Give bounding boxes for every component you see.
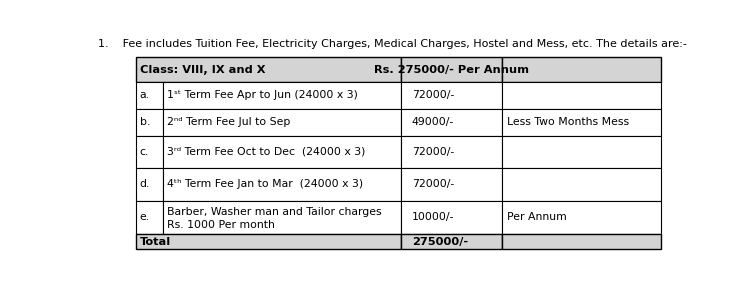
- Text: 2ⁿᵈ Term Fee Jul to Sep: 2ⁿᵈ Term Fee Jul to Sep: [167, 117, 290, 127]
- Polygon shape: [502, 201, 661, 234]
- Text: 72000/-: 72000/-: [412, 179, 454, 189]
- Polygon shape: [136, 234, 402, 249]
- Polygon shape: [164, 168, 402, 201]
- Text: 10000/-: 10000/-: [412, 212, 455, 222]
- Text: b.: b.: [140, 117, 150, 127]
- Polygon shape: [502, 168, 661, 201]
- Polygon shape: [136, 201, 164, 234]
- Polygon shape: [164, 136, 402, 168]
- Polygon shape: [502, 109, 661, 136]
- Polygon shape: [402, 201, 502, 234]
- Text: Less Two Months Mess: Less Two Months Mess: [507, 117, 629, 127]
- Polygon shape: [402, 168, 502, 201]
- Text: 72000/-: 72000/-: [412, 147, 454, 157]
- Polygon shape: [136, 82, 164, 109]
- Polygon shape: [402, 57, 502, 82]
- Polygon shape: [136, 57, 402, 82]
- Text: e.: e.: [140, 212, 150, 222]
- Polygon shape: [502, 136, 661, 168]
- Text: Rs. 1000 Per month: Rs. 1000 Per month: [167, 220, 275, 230]
- Text: Rs. 275000/- Per Annum: Rs. 275000/- Per Annum: [374, 65, 530, 75]
- Polygon shape: [502, 57, 661, 82]
- Polygon shape: [502, 82, 661, 109]
- Text: d.: d.: [140, 179, 150, 189]
- Polygon shape: [164, 82, 402, 109]
- Text: Barber, Washer man and Tailor charges: Barber, Washer man and Tailor charges: [167, 207, 382, 217]
- Text: 1ˢᵗ Term Fee Apr to Jun (24000 x 3): 1ˢᵗ Term Fee Apr to Jun (24000 x 3): [167, 90, 358, 100]
- Text: a.: a.: [140, 90, 150, 100]
- Polygon shape: [402, 109, 502, 136]
- Polygon shape: [402, 82, 502, 109]
- Text: 49000/-: 49000/-: [412, 117, 454, 127]
- Polygon shape: [402, 234, 502, 249]
- Text: 275000/-: 275000/-: [412, 237, 468, 247]
- Polygon shape: [136, 109, 164, 136]
- Polygon shape: [164, 109, 402, 136]
- Text: 3ʳᵈ Term Fee Oct to Dec  (24000 x 3): 3ʳᵈ Term Fee Oct to Dec (24000 x 3): [167, 147, 365, 157]
- Text: Per Annum: Per Annum: [507, 212, 567, 222]
- Polygon shape: [402, 136, 502, 168]
- Text: 1.    Fee includes Tuition Fee, Electricity Charges, Medical Charges, Hostel and: 1. Fee includes Tuition Fee, Electricity…: [97, 39, 687, 49]
- Polygon shape: [136, 136, 164, 168]
- Text: 72000/-: 72000/-: [412, 90, 454, 100]
- Text: 4ᵗʰ Term Fee Jan to Mar  (24000 x 3): 4ᵗʰ Term Fee Jan to Mar (24000 x 3): [167, 179, 363, 189]
- Polygon shape: [502, 234, 661, 249]
- Polygon shape: [164, 201, 402, 234]
- Text: Class: VIII, IX and X: Class: VIII, IX and X: [141, 65, 266, 75]
- Polygon shape: [136, 168, 164, 201]
- Text: c.: c.: [140, 147, 149, 157]
- Text: Total: Total: [141, 237, 172, 247]
